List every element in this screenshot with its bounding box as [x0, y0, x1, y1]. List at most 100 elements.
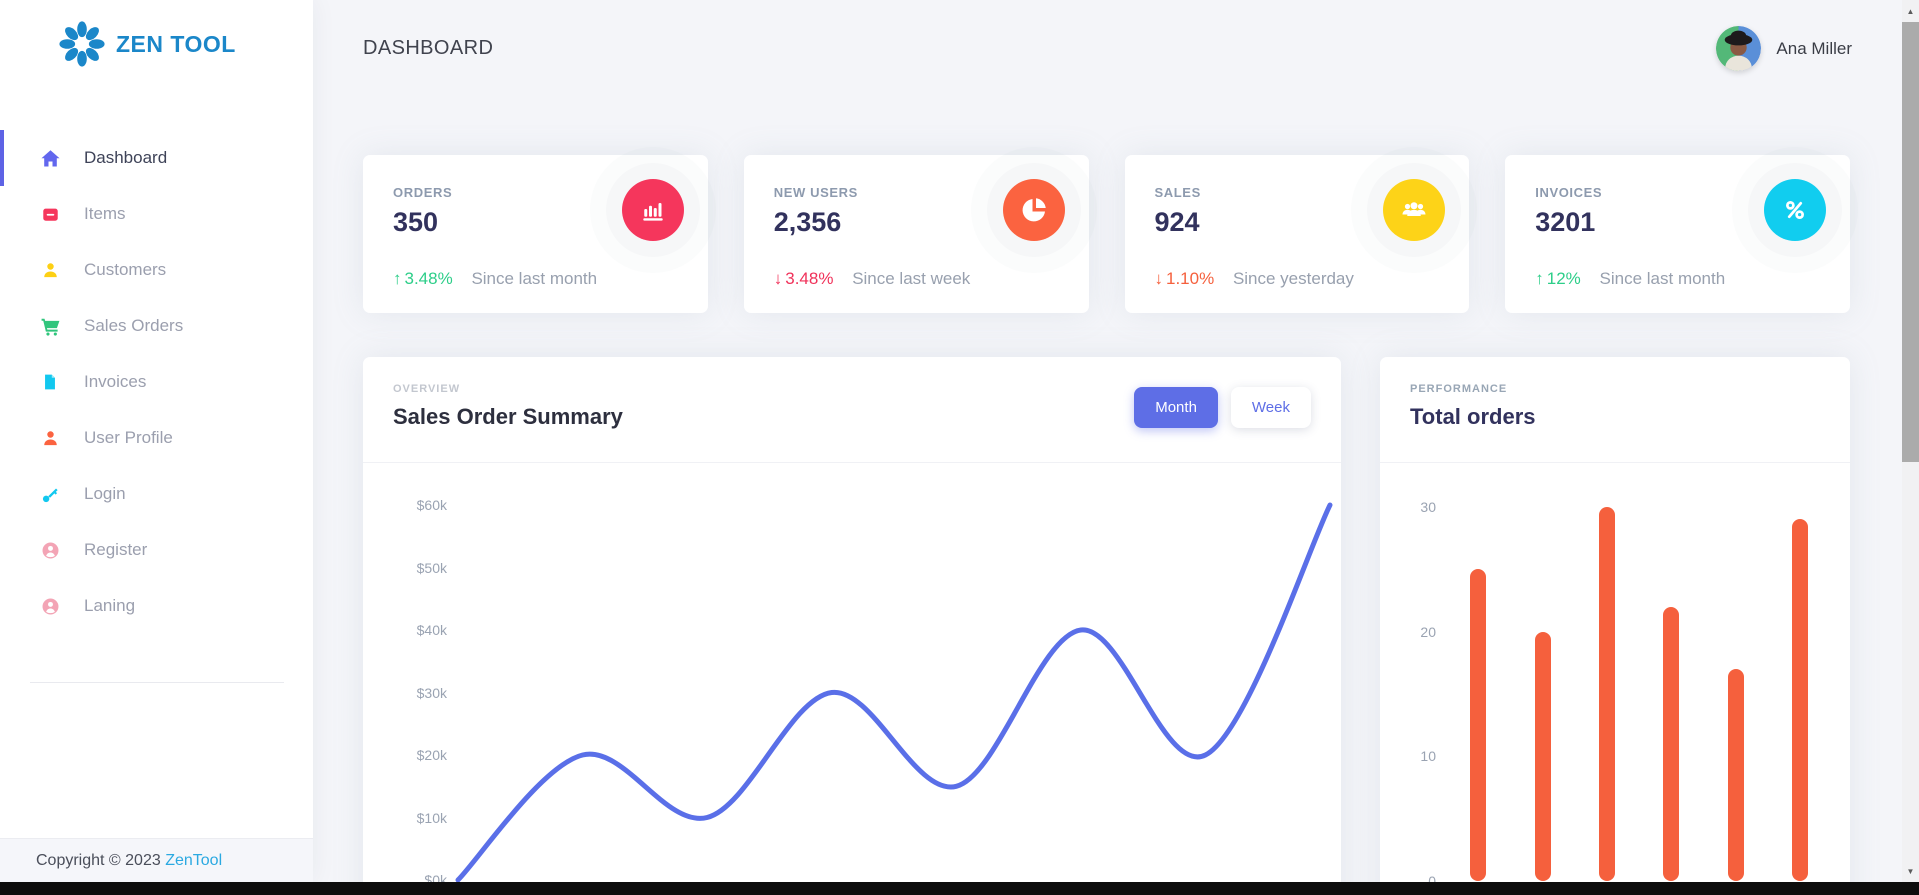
sidebar-nav: Dashboard Items Customers Sales Orders [0, 130, 313, 634]
axis-tick-label: 0 [1428, 873, 1436, 889]
sidebar-item-items[interactable]: Items [0, 186, 313, 242]
logo[interactable]: ZEN TOOL [0, 0, 313, 68]
stats-row: ORDERS 350 ↑ 3.48% Since last month NEW U… [363, 155, 1850, 313]
topbar: DASHBOARD Ana Miller [313, 0, 1902, 71]
stat-card-invoices: INVOICES 3201 ↑ 12% Since last month [1505, 155, 1850, 313]
sidebar-item-label: Laning [84, 596, 136, 615]
axis-tick-label: $30k [416, 684, 447, 701]
delta-value: 3.48% [785, 269, 834, 288]
trend-up-icon: ↑ [1535, 269, 1544, 288]
sidebar-item-login[interactable]: Login [0, 466, 313, 522]
bar-chart-icon [621, 179, 684, 241]
user-menu[interactable]: Ana Miller [1716, 26, 1852, 71]
sidebar-item-label: Dashboard [84, 148, 168, 167]
total-orders-card: PERFORMANCE Total orders 30 20 10 0 [1380, 357, 1850, 895]
window-bottom-edge [0, 882, 1919, 895]
stat-value: 924 [1154, 207, 1200, 237]
home-icon [38, 146, 62, 170]
file-icon [38, 370, 62, 394]
stat-card-new-users: NEW USERS 2,356 ↓ 3.48% Since last week [743, 155, 1089, 313]
sidebar-item-invoices[interactable]: Invoices [0, 354, 313, 410]
key-icon [38, 482, 62, 506]
axis-tick-label: 30 [1420, 499, 1436, 515]
scrollbar[interactable]: ▲ ▼ [1902, 0, 1919, 882]
user-name: Ana Miller [1776, 38, 1852, 58]
axis-tick-label: $50k [416, 559, 447, 576]
card-header: PERFORMANCE Total orders [1380, 357, 1850, 463]
person-icon [38, 258, 62, 282]
sidebar-item-dashboard[interactable]: Dashboard [0, 130, 313, 186]
card-subtitle: PERFORMANCE [1410, 383, 1508, 395]
stat-delta: ↓ 1.10% Since yesterday [1155, 269, 1354, 289]
stat-value: 2,356 [773, 207, 842, 237]
cart-icon [38, 314, 62, 338]
axis-tick-label: $60k [416, 497, 447, 513]
logo-text: ZEN TOOL [116, 30, 236, 57]
sidebar-item-label: Register [84, 540, 148, 559]
person-circle-icon [38, 594, 62, 618]
axis-tick-label: $40k [416, 622, 447, 638]
avatar[interactable] [1716, 26, 1762, 71]
chart-range-controls: Month Week [1134, 387, 1311, 428]
bar [1727, 669, 1744, 881]
stat-label: SALES [1154, 185, 1201, 200]
sidebar-item-laning[interactable]: Laning [0, 578, 313, 634]
card-title: Total orders [1410, 404, 1536, 429]
sidebar-item-label: User Profile [84, 428, 173, 447]
month-button[interactable]: Month [1134, 387, 1218, 428]
total-orders-bar-chart [1446, 507, 1832, 881]
sidebar-item-label: Items [84, 204, 126, 223]
bar [1791, 519, 1808, 881]
sidebar-item-register[interactable]: Register [0, 522, 313, 578]
sidebar-item-label: Login [84, 484, 126, 503]
delta-value: 3.48% [404, 269, 453, 288]
bar [1598, 507, 1615, 881]
minus-square-icon [38, 202, 62, 226]
sidebar-item-user-profile[interactable]: User Profile [0, 410, 313, 466]
trend-up-icon: ↑ [393, 269, 402, 288]
axis-tick-label: 10 [1420, 748, 1436, 765]
users-icon [1383, 179, 1446, 241]
charts-row: OVERVIEW Sales Order Summary Month Week … [363, 357, 1850, 895]
sales-order-summary-card: OVERVIEW Sales Order Summary Month Week … [363, 357, 1341, 895]
bar [1534, 631, 1551, 881]
trend-down-icon: ↓ [1154, 269, 1164, 288]
line-chart-y-axis: $60k $50k $40k $30k $20k $10k $0k [387, 497, 447, 888]
sidebar-footer: Copyright © 2023 ZenTool [0, 838, 313, 882]
delta-note: Since last month [1599, 269, 1726, 288]
stat-card-sales: SALES 924 ↓ 1.10% Since yesterday [1124, 155, 1470, 313]
sidebar: ZEN TOOL Dashboard Items Customers [0, 0, 313, 882]
scroll-down-icon[interactable]: ▼ [1906, 866, 1915, 876]
card-header: OVERVIEW Sales Order Summary Month Week [363, 357, 1341, 463]
delta-value: 1.10% [1166, 269, 1215, 288]
stat-delta: ↑ 3.48% Since last month [393, 269, 597, 289]
bar [1663, 606, 1680, 881]
person-circle-icon [38, 538, 62, 562]
stat-value: 350 [393, 207, 439, 237]
bar-chart-y-axis: 30 20 10 0 [1404, 499, 1436, 889]
sales-line-chart [455, 502, 1333, 883]
week-button[interactable]: Week [1230, 387, 1311, 428]
stat-delta: ↓ 3.48% Since last week [774, 269, 971, 289]
bar [1470, 569, 1487, 881]
sidebar-item-label: Sales Orders [84, 316, 184, 335]
zentool-link[interactable]: ZenTool [165, 852, 223, 869]
scrollbar-thumb[interactable] [1902, 22, 1919, 462]
axis-tick-label: 20 [1420, 623, 1436, 640]
stat-card-orders: ORDERS 350 ↑ 3.48% Since last month [363, 155, 708, 313]
delta-note: Since last month [471, 269, 598, 288]
delta-value: 12% [1546, 269, 1581, 288]
scroll-up-icon[interactable]: ▲ [1906, 6, 1915, 16]
stat-delta: ↑ 12% Since last month [1535, 269, 1725, 289]
person-icon [38, 426, 62, 450]
sidebar-divider [30, 682, 284, 683]
sidebar-item-sales-orders[interactable]: Sales Orders [0, 298, 313, 354]
stat-label: INVOICES [1535, 185, 1603, 200]
sidebar-item-label: Customers [84, 260, 167, 279]
axis-tick-label: $20k [416, 747, 447, 763]
page-title: DASHBOARD [363, 37, 494, 59]
sidebar-item-customers[interactable]: Customers [0, 242, 313, 298]
delta-note: Since yesterday [1232, 269, 1354, 288]
card-subtitle: OVERVIEW [393, 383, 461, 395]
sidebar-item-label: Invoices [84, 372, 147, 391]
